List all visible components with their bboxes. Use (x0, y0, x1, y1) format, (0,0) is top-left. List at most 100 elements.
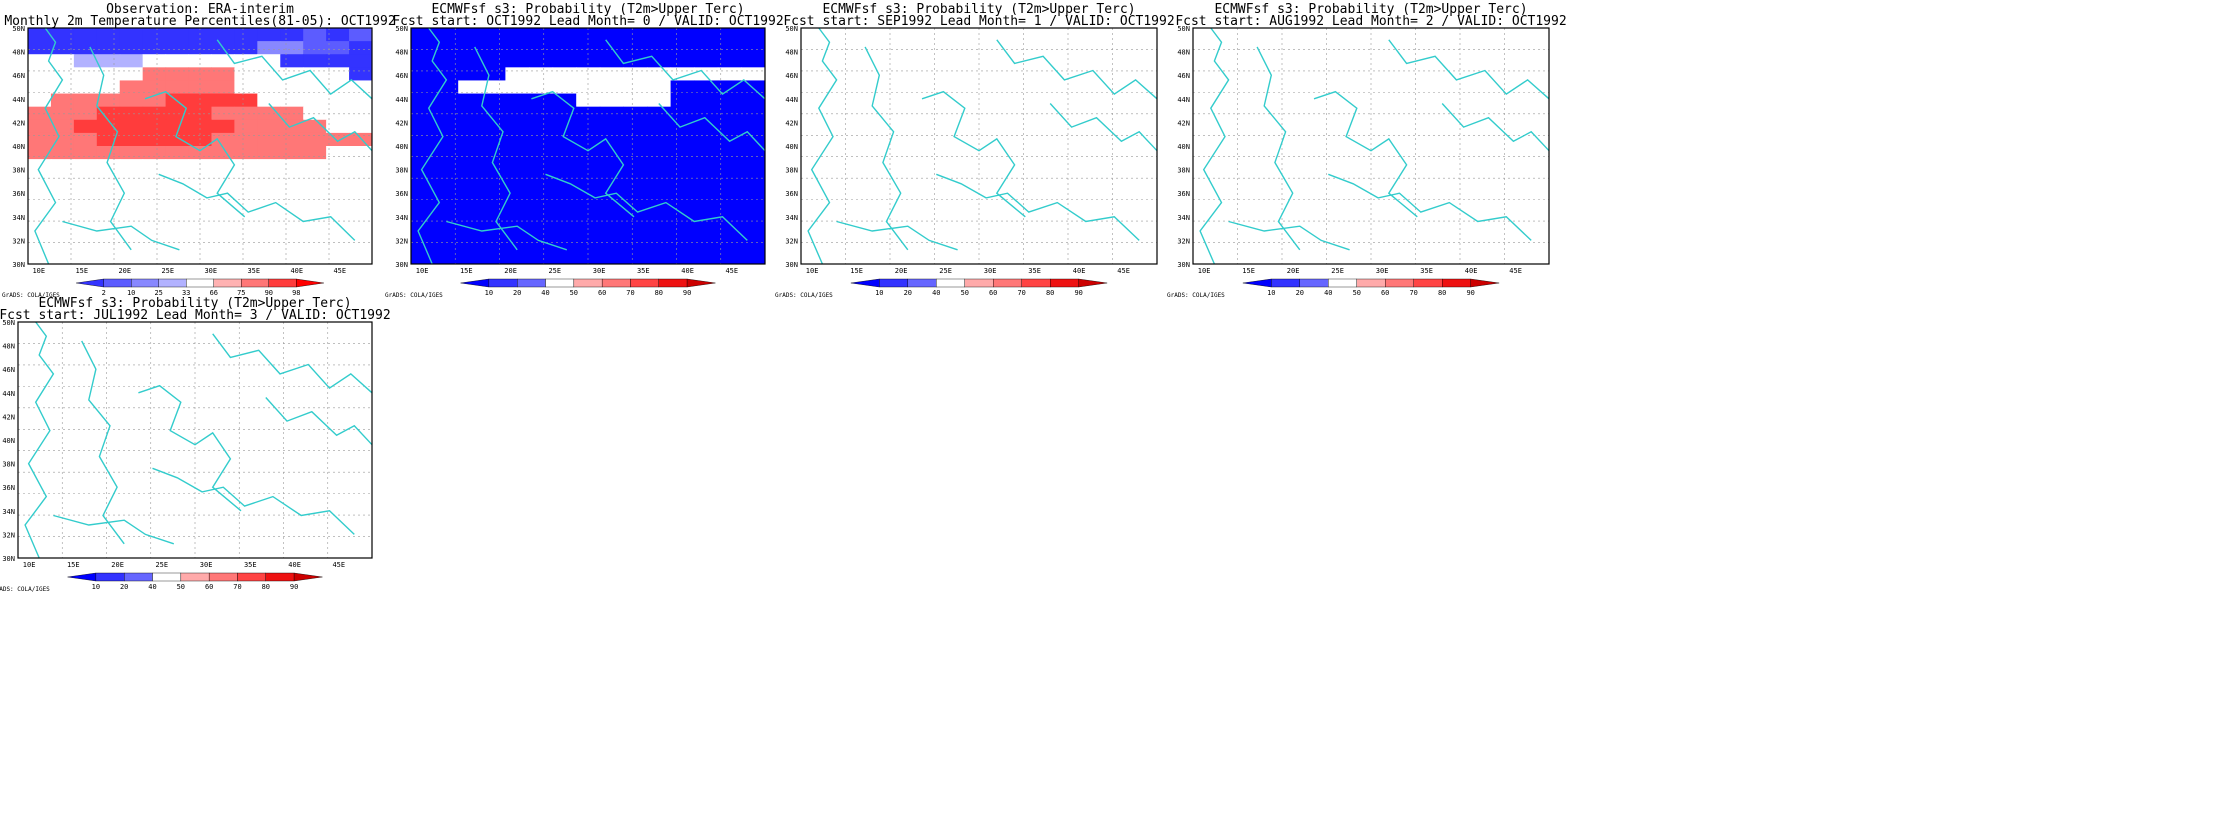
map-panel-3-grid-cell (824, 250, 849, 265)
map-panel-5-grid-cell (159, 531, 184, 546)
map-panel-2-grid-cell (647, 119, 672, 134)
map-panel-1-grid-cell (257, 80, 281, 95)
map-panel-3-grid-cell (1038, 146, 1063, 160)
map-panel-3-grid-cell (1109, 93, 1134, 108)
map-panel-2-grid-cell (434, 172, 459, 186)
map-panel-1-grid-cell (73, 106, 98, 121)
map-panel-3-grid-cell (1062, 93, 1087, 108)
map-panel-4-grid-cell (1240, 106, 1265, 121)
map-panel-5-grid-cell (348, 453, 373, 467)
map-panel-4-grid-cell (1335, 80, 1360, 95)
map-panel-5-grid-cell (159, 413, 184, 428)
map-panel-5-grid-cell (230, 322, 255, 336)
map-panel-1-grid-cell (50, 106, 75, 121)
map-panel-5-grid-cell (18, 440, 43, 454)
map-panel-3-grid-cell (1014, 80, 1039, 95)
map-panel-5-grid-cell (183, 453, 208, 467)
map-panel-2-grid-cell (599, 54, 624, 68)
map-panel-1-grid-cell (165, 211, 190, 226)
map-panel-5-grid-cell (159, 453, 184, 467)
map-panel-1-grid-cell (96, 80, 121, 95)
map-panel-1-grid-cell (119, 132, 144, 147)
map-panel-4-grid-cell (1454, 224, 1479, 239)
map-panel-3-grid-cell (919, 106, 944, 121)
map-panel-1-grid-cell (96, 185, 121, 199)
map-panel-3-grid-cell (824, 211, 849, 226)
map-panel-3-grid-cell (1014, 146, 1039, 160)
map-panel-1-grid-cell (257, 185, 281, 199)
map-panel-1-grid-cell (28, 28, 52, 42)
map-panel-5-grid-cell (206, 400, 231, 415)
map-panel-4-coastline (1199, 27, 1230, 265)
map-panel-3-colorbar-label: 90 (1074, 289, 1082, 297)
map-panel-2-grid-cell (717, 93, 742, 108)
map-panel-3-grid-cell (943, 198, 968, 213)
map-panel-1-grid-cell (349, 80, 373, 95)
map-panel-3-grid-cell (1133, 224, 1158, 239)
map-panel-3-grid-cell (872, 250, 897, 265)
map-panel-2-grid-cell (411, 67, 436, 81)
map-panel-3-grid-cell (990, 54, 1016, 68)
map-panel-3-grid-cell (895, 185, 921, 199)
map-panel-2-lat-label: 42N (395, 119, 408, 127)
map-panel-2-grid-cell (576, 54, 601, 68)
map-panel-4-grid-cell (1311, 198, 1336, 213)
map-panel-1-grid-cell (234, 146, 258, 160)
map-panel-1-lon-label: 40E (290, 267, 303, 275)
map-panel-1-grid-cell (50, 250, 75, 265)
map-panel-2-lat-label: 30N (395, 261, 408, 269)
map-panel-4-grid-cell (1193, 185, 1218, 199)
map-panel-3-grid-cell (801, 80, 826, 95)
map-panel-1-grid-cell (257, 250, 281, 265)
map-panel-5-grid-cell (65, 440, 90, 454)
map-panel-2-grid-cell (458, 54, 483, 68)
map-panel-4-grid-cell (1501, 198, 1526, 213)
map-panel-5-grid-cell (88, 426, 113, 441)
map-panel-4-grid-cell (1454, 159, 1479, 173)
map-panel-2-grid-cell (694, 106, 719, 121)
map-panel-3-grid-cell (1085, 198, 1111, 213)
map-panel-4-colorbar-segment (1441, 278, 1471, 288)
map-panel-1-grid-cell (280, 146, 304, 160)
map-panel-4-grid-cell (1430, 146, 1455, 160)
map-panel-1-grid-cell (349, 119, 373, 134)
map-panel-5-grid-cell (159, 361, 184, 375)
map-panel-5-grid-cell (348, 505, 373, 520)
map-panel-5-colorbar-label: 90 (290, 583, 298, 591)
map-panel-2-grid-cell (694, 41, 719, 55)
map-panel-2-grid-cell (623, 80, 648, 95)
map-panel-3-grid-cell (1014, 237, 1039, 252)
map-panel-2-grid-cell (411, 119, 436, 134)
map-panel-4-title: ECMWFsf s3: Probability (T2m>Upper Terc) (1214, 2, 1527, 17)
map-panel-2-grid-cell (481, 211, 506, 226)
map-panel-1-grid-cell (280, 159, 304, 173)
map-panel-5-grid-cell (324, 440, 349, 454)
map-panel-4-grid-cell (1311, 185, 1336, 199)
map-panel-4-grid-cell (1477, 211, 1503, 226)
map-panel-5-grid-cell (65, 531, 90, 546)
map-panel-2-grid-cell (434, 28, 459, 42)
map-panel-2-grid-cell (623, 211, 648, 226)
map-panel-2-grid-cell (647, 159, 672, 173)
map-panel-5-grid-cell (254, 440, 279, 454)
map-panel-2-grid-cell (717, 172, 742, 186)
map-panel-4-grid-cell (1525, 224, 1550, 239)
map-panel-2-grid-cell (670, 28, 695, 42)
map-panel-1-grid-cell (28, 132, 52, 147)
map-panel-4-grid-cell (1430, 80, 1455, 95)
map-panel-5-grid-cell (112, 479, 137, 493)
map-panel-1-lat-label: 40N (12, 143, 25, 151)
map-panel-3-lon-label: 25E (939, 267, 952, 275)
map-panel-2-grid-cell (576, 185, 601, 199)
map-panel-3-colorbar-label: 60 (989, 289, 997, 297)
map-panel-4-colorbar-segment (1299, 278, 1329, 288)
map-panel-3-colorbar-label: 20 (904, 289, 912, 297)
map-panel-3-graticule (801, 28, 1157, 264)
map-panel-5-grid-cell (112, 426, 137, 441)
map-panel-4-grid-cell (1193, 119, 1218, 134)
map-panel-3-colorbar-segment (850, 278, 880, 288)
map-panel-2-coastline (545, 173, 748, 241)
map-panel-1-grid-cell (326, 28, 350, 42)
map-panel-5-colorbar-label: 80 (262, 583, 270, 591)
map-panel-3-grid-cell (1062, 132, 1087, 147)
